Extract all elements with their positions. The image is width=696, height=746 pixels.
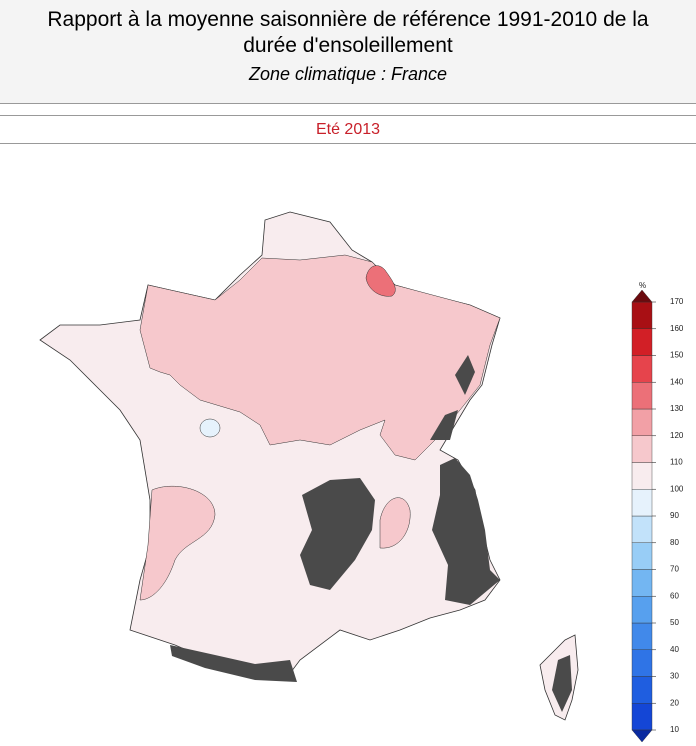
color-bin xyxy=(631,622,653,650)
region-above-110 xyxy=(139,486,216,601)
under-arrow xyxy=(631,729,653,743)
color-bin xyxy=(631,462,653,490)
tick-label: 140 xyxy=(670,377,684,386)
tick-label: 100 xyxy=(670,484,684,493)
region-above-120 xyxy=(365,265,396,297)
tick-label: 80 xyxy=(670,538,679,547)
tick-label: 10 xyxy=(670,725,679,734)
title-line: durée d'ensoleillement xyxy=(243,34,453,57)
color-bin xyxy=(631,596,653,624)
tick-label: 40 xyxy=(670,645,679,654)
color-bin xyxy=(631,676,653,704)
tick-label: 30 xyxy=(670,672,679,681)
color-bin xyxy=(631,515,653,543)
relief xyxy=(432,458,500,605)
period-label: Eté 2013 xyxy=(0,115,696,144)
color-bin xyxy=(631,703,653,731)
tick-label: 50 xyxy=(670,618,679,627)
subtitle: Zone climatique : France xyxy=(248,64,448,84)
tick-label: 20 xyxy=(670,698,679,707)
colorbar: 10 20 30 40 50 60 70 80 90 100 110 120 130 140 150 160 1… xyxy=(631,281,684,743)
tick-label: 150 xyxy=(670,351,684,360)
over-arrow xyxy=(631,289,653,303)
color-bin xyxy=(631,382,653,410)
title-line: Rapport à la moyenne saisonnière de réfé… xyxy=(47,8,649,31)
tick-label: 160 xyxy=(670,324,684,333)
tick-label: 130 xyxy=(670,404,684,413)
header: Rapport à la moyenne saisonnière de réfé… xyxy=(0,0,696,104)
color-bin xyxy=(631,435,653,463)
tick-label: 110 xyxy=(670,458,683,467)
tick-label: 70 xyxy=(670,565,679,574)
tick-label: 90 xyxy=(670,511,679,520)
tick-label: 120 xyxy=(670,431,684,440)
region-below-100 xyxy=(199,418,221,438)
tick-label: 60 xyxy=(670,591,679,600)
color-bin xyxy=(631,489,653,517)
france-map xyxy=(39,211,579,721)
color-bin xyxy=(631,649,653,677)
color-bin xyxy=(631,408,653,436)
legend-unit: % xyxy=(639,281,646,290)
color-bin xyxy=(631,301,653,329)
relief xyxy=(552,655,572,712)
relief xyxy=(430,410,458,440)
relief xyxy=(455,355,475,395)
color-bin xyxy=(631,328,653,356)
tick-label: 170 xyxy=(670,297,684,306)
region-above-110 xyxy=(379,497,411,549)
relief xyxy=(170,645,297,682)
color-bin xyxy=(631,569,653,597)
region-above-110 xyxy=(139,254,501,461)
color-bin xyxy=(631,355,653,383)
color-bin xyxy=(631,542,653,570)
relief xyxy=(300,478,375,590)
